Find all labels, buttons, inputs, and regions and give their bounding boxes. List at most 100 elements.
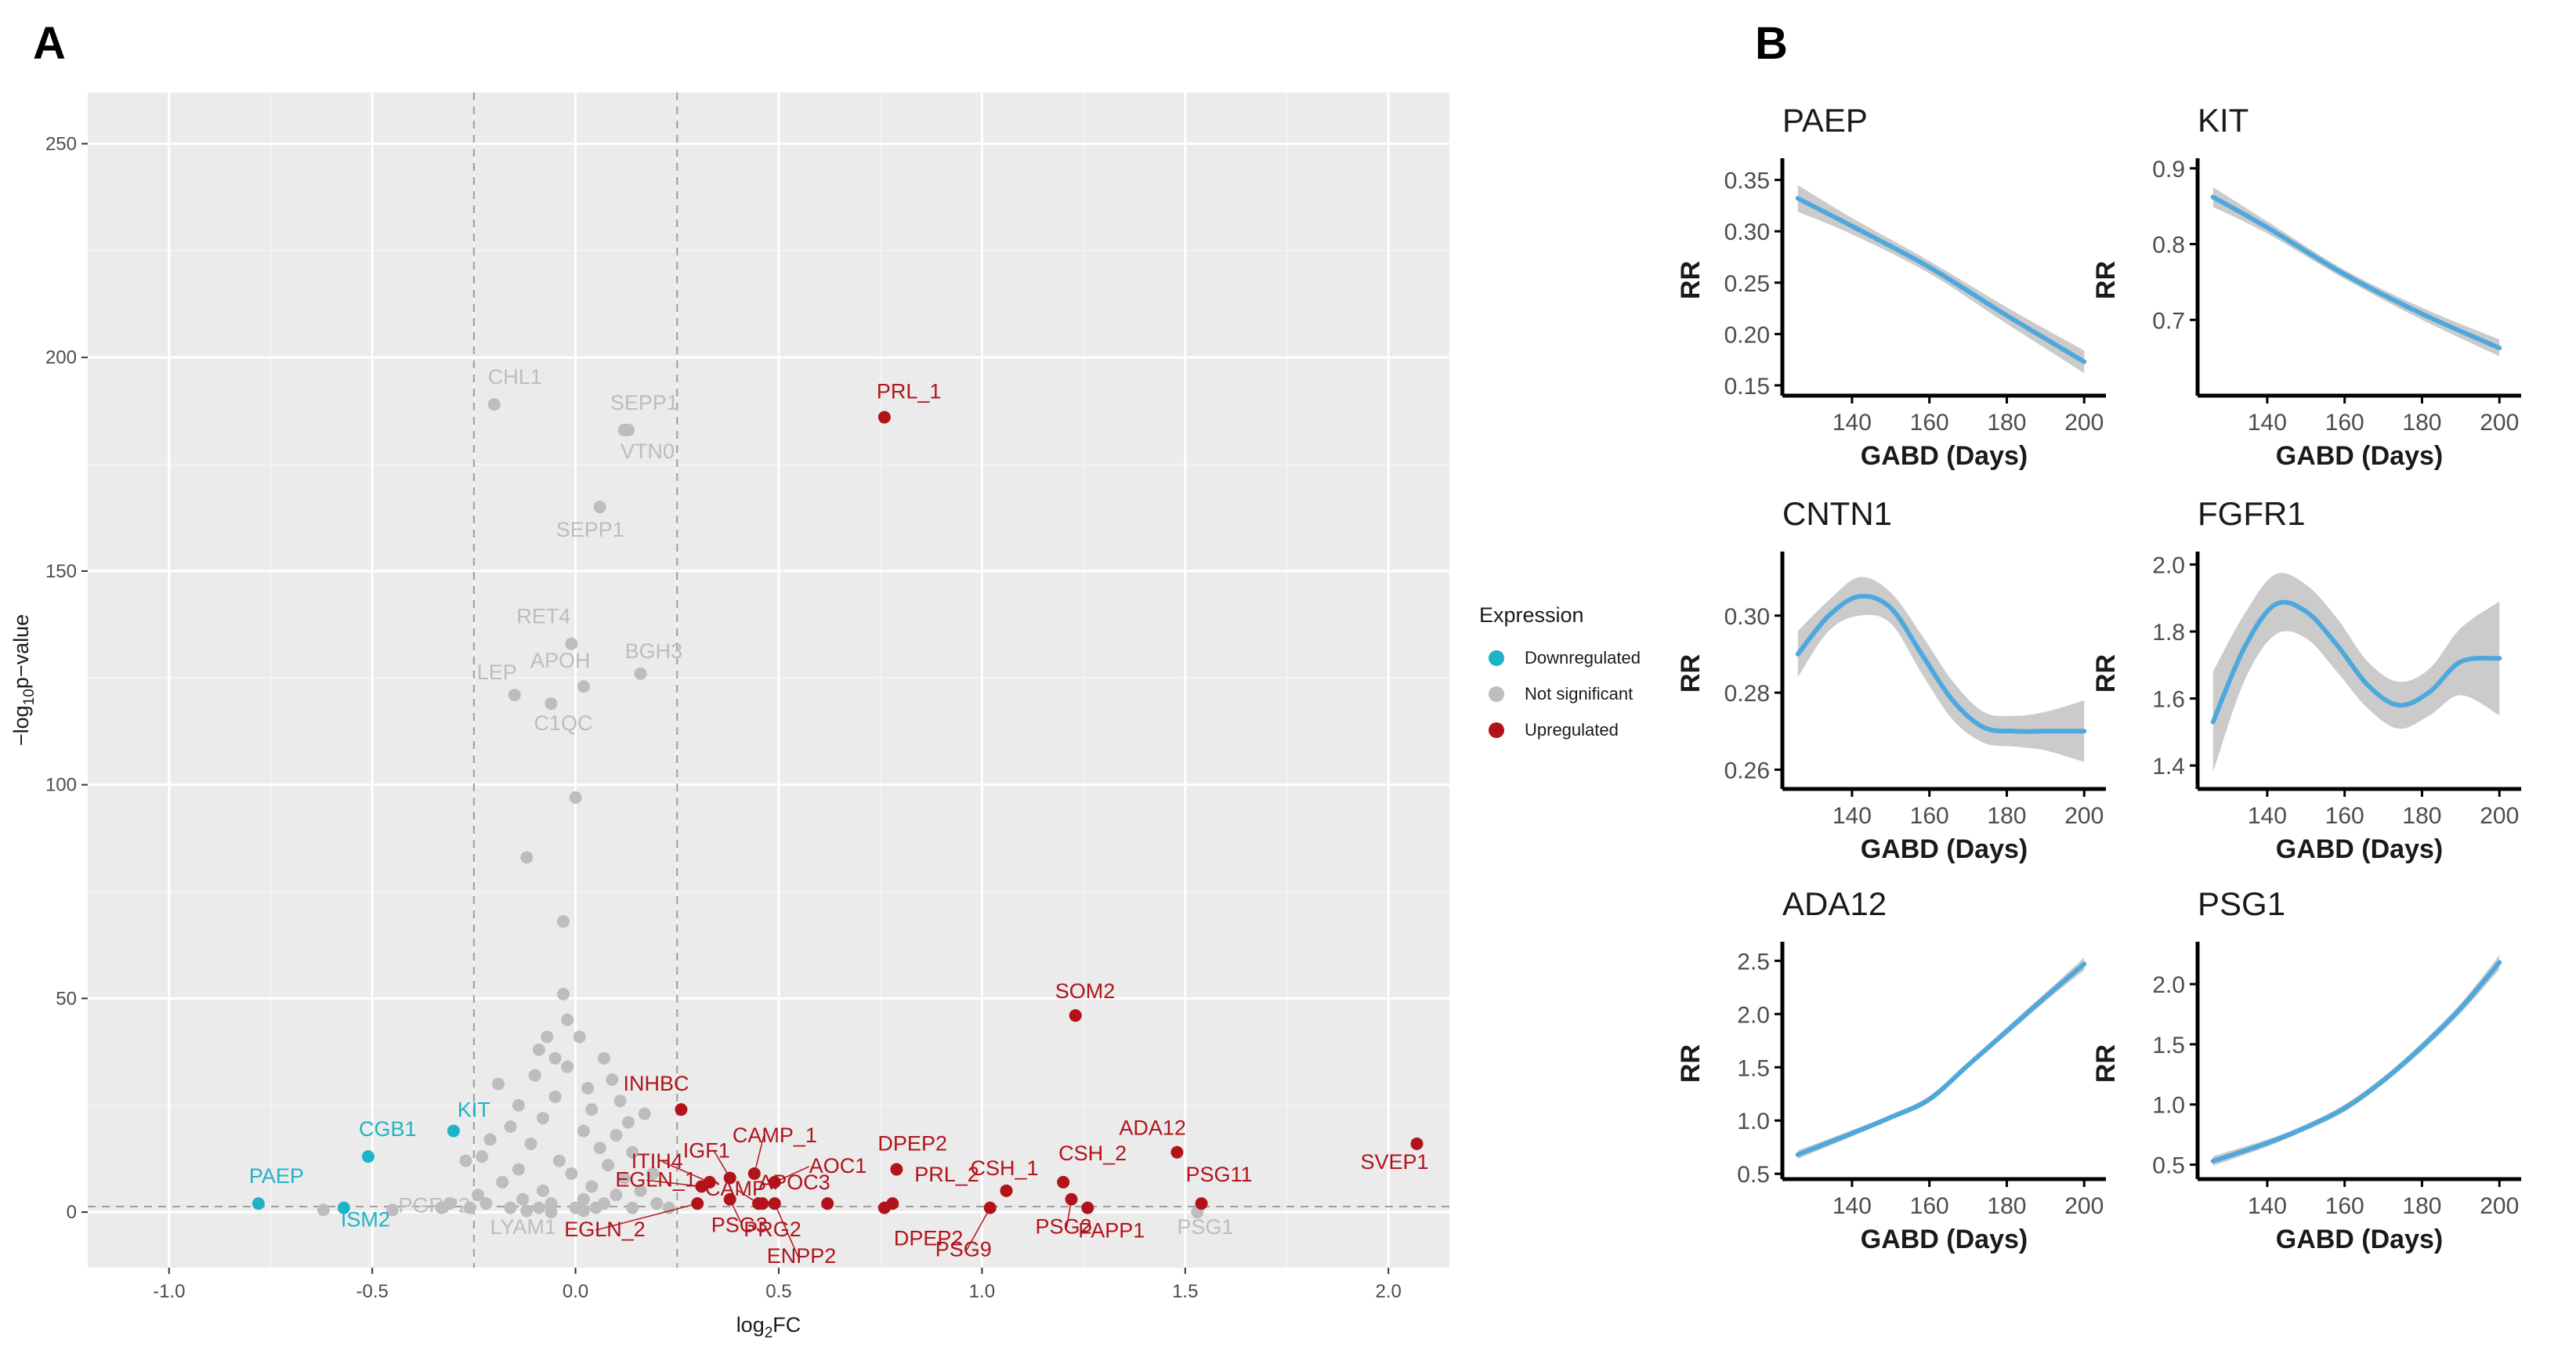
y-axis-title: RR [2091,1044,2121,1083]
data-point-psg11 [1195,1197,1208,1210]
data-point-not-significant [626,1145,639,1159]
data-point-not-significant [317,1203,330,1217]
data-point-not-significant [532,1201,545,1214]
data-point-not-significant [548,1051,562,1065]
x-tick-label: 160 [1910,803,1949,829]
panel-b-letter: B [1755,18,1788,69]
y-tick-label: 0.5 [1737,1162,1770,1188]
rr-fit-line [1795,961,2087,1157]
data-point-not-significant [479,1197,493,1210]
x-tick-label: 160 [1910,410,1949,436]
data-point-not-significant [577,1192,590,1206]
point-label: PRG2 [743,1218,801,1241]
rr-plot-ada12: ADA12 0.5 1.0 1.5 2.0 2.5 140 160 180 200 GABD (Da… [1676,885,2106,1254]
rr-fit-line [2210,960,2502,1163]
y-tick-label: 100 [45,775,77,796]
point-label: AOC1 [809,1154,867,1178]
point-label: CAMP_1 [733,1123,817,1147]
x-tick-label: 160 [1910,1193,1949,1219]
y-axis-title: RR [1676,654,1706,693]
data-point-not-significant [528,1069,541,1082]
point-label: KIT [458,1098,490,1121]
rr-plot-cntn1: CNTN1 0.26 0.28 0.30 140 160 180 200 GABD (Days)… [1676,495,2106,864]
data-point-not-significant [512,1098,525,1112]
confidence-band [1797,957,2085,1160]
subplot-title: PSG1 [2198,885,2285,922]
label-leader-line [595,1203,698,1231]
data-point-not-significant [512,1163,525,1176]
y-tick-label: 50 [56,988,77,1009]
data-point-chl1 [487,398,501,411]
data-point-not-significant [537,1184,550,1197]
y-tick-label: 2.0 [2152,972,2185,998]
y-axis-title: RR [1676,1044,1706,1083]
x-tick-label: 160 [2325,803,2364,829]
data-point-not-significant [552,1154,566,1167]
data-point-inhbc [675,1103,688,1116]
x-tick-label: 180 [2402,1193,2441,1219]
data-point-not-significant [463,1201,476,1214]
data-point-not-significant [597,1051,610,1065]
volcano-plot: -1.0 -0.5 0.0 0.5 1.0 1.5 2.0 0 50 100 150 200 250 lo… [9,92,1449,1341]
rr-plot-psg1: PSG1 0.5 1.0 1.5 2.0 140 160 180 200 GABD (Days) R… [2091,885,2521,1254]
x-tick-label: 200 [2064,1193,2104,1219]
y-axis-title: RR [2091,261,2121,299]
rr-fit-line [1795,593,2087,734]
legend-key-upregulated [1489,722,1504,738]
label-leader-line [774,1203,799,1257]
y-tick-label: 250 [45,133,77,154]
subplot-title: ADA12 [1782,885,1887,922]
data-point-not-significant [504,1201,517,1214]
x-axis-title: GABD (Days) [2276,834,2443,864]
data-point-not-significant [585,1180,599,1193]
y-tick-label: 0.15 [1724,374,1770,400]
y-tick-label: 0.9 [2152,157,2185,183]
y-tick-label: 200 [45,347,77,368]
data-point-ism2 [337,1201,350,1214]
data-point-not-significant [496,1175,509,1189]
point-label: ENPP2 [767,1244,837,1268]
legend-label: Not significant [1525,684,1634,704]
x-axis-title: log2FC [736,1313,801,1341]
rr-plot-paep: PAEP 0.15 0.20 0.25 0.30 0.35 140 160 180 200 GABD… [1676,102,2106,471]
data-point-not-significant [472,1189,485,1202]
x-tick-label: 200 [2480,410,2519,436]
data-point-papp1 [1081,1201,1094,1214]
y-tick-label: 0.25 [1724,271,1770,297]
data-point-not-significant [610,1189,623,1202]
expression-legend: Expression Downregulated Not significant… [1479,603,1714,748]
point-label: DPEP2 [894,1227,964,1250]
subplot-title: KIT [2198,102,2249,139]
y-tick-label: 1.0 [2152,1093,2185,1119]
data-point-csh-1 [1000,1184,1013,1197]
data-point-csh-2 [1057,1175,1070,1189]
x-axis-title: GABD (Days) [2276,1225,2443,1254]
data-point-not-significant [483,1133,497,1146]
y-tick-label: 1.5 [2152,1033,2185,1058]
data-point-sepp1 [593,501,606,514]
point-label: PSG3 [711,1214,768,1237]
y-tick-label: 0.8 [2152,233,2185,259]
legend-key-downregulated [1489,650,1504,666]
y-tick-label: 2.5 [1737,949,1770,975]
point-label: LYAM1 [490,1215,556,1239]
confidence-band [1797,185,2085,374]
y-tick-label: 1.5 [1737,1055,1770,1081]
x-tick-label: 180 [1987,1193,2026,1219]
x-tick-label: 2.0 [1375,1281,1401,1302]
x-tick-label: 180 [1987,410,2026,436]
subplot-title: PAEP [1782,102,1868,139]
point-label: INHBC [623,1072,689,1095]
y-tick-label: 1.0 [1737,1109,1770,1134]
point-label: CAMP [705,1177,766,1200]
x-tick-label: 200 [2064,410,2104,436]
data-point-not-significant [569,791,582,804]
x-tick-label: 140 [1833,410,1872,436]
data-point-not-significant [593,1142,606,1155]
label-leader-line [662,1161,711,1183]
data-point-c1qc [545,697,558,710]
data-point-not-significant [622,1116,635,1129]
rr-fit-line [1795,196,2087,364]
data-point-cgb1 [361,1150,374,1163]
